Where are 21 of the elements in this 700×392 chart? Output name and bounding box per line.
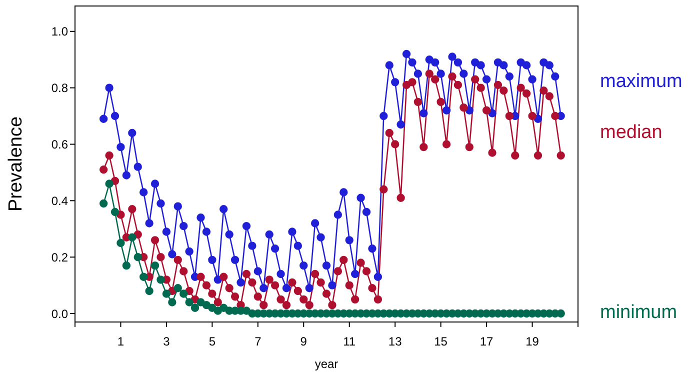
y-tick-label: 0.4 [51, 194, 68, 208]
x-tick-label: 13 [388, 334, 402, 349]
x-tick-label: 5 [208, 334, 216, 349]
y-tick-label: 0.8 [51, 81, 68, 96]
y-tick-label: 0.6 [51, 138, 68, 152]
x-tick-label: 15 [434, 334, 448, 349]
x-axis-title: year [314, 357, 338, 371]
text: maximum [600, 71, 682, 92]
x-tick-label: 3 [163, 334, 170, 349]
x-tick-label: 7 [254, 334, 262, 349]
series-label: median [600, 122, 662, 144]
x-tick-label: 9 [300, 334, 308, 349]
series-label: minimum [600, 302, 678, 324]
x-tick-label: 17 [480, 334, 494, 349]
x-tick-label: 1 [117, 334, 124, 349]
y-tick-label: 1.0 [51, 24, 68, 39]
y-axis-title: Prevalence [6, 116, 27, 212]
x-tick-label: 11 [343, 334, 356, 349]
y-tick-label: 0.0 [51, 306, 68, 321]
x-tick-label: 19 [526, 334, 540, 349]
y-tick-label: 0.2 [51, 250, 68, 264]
